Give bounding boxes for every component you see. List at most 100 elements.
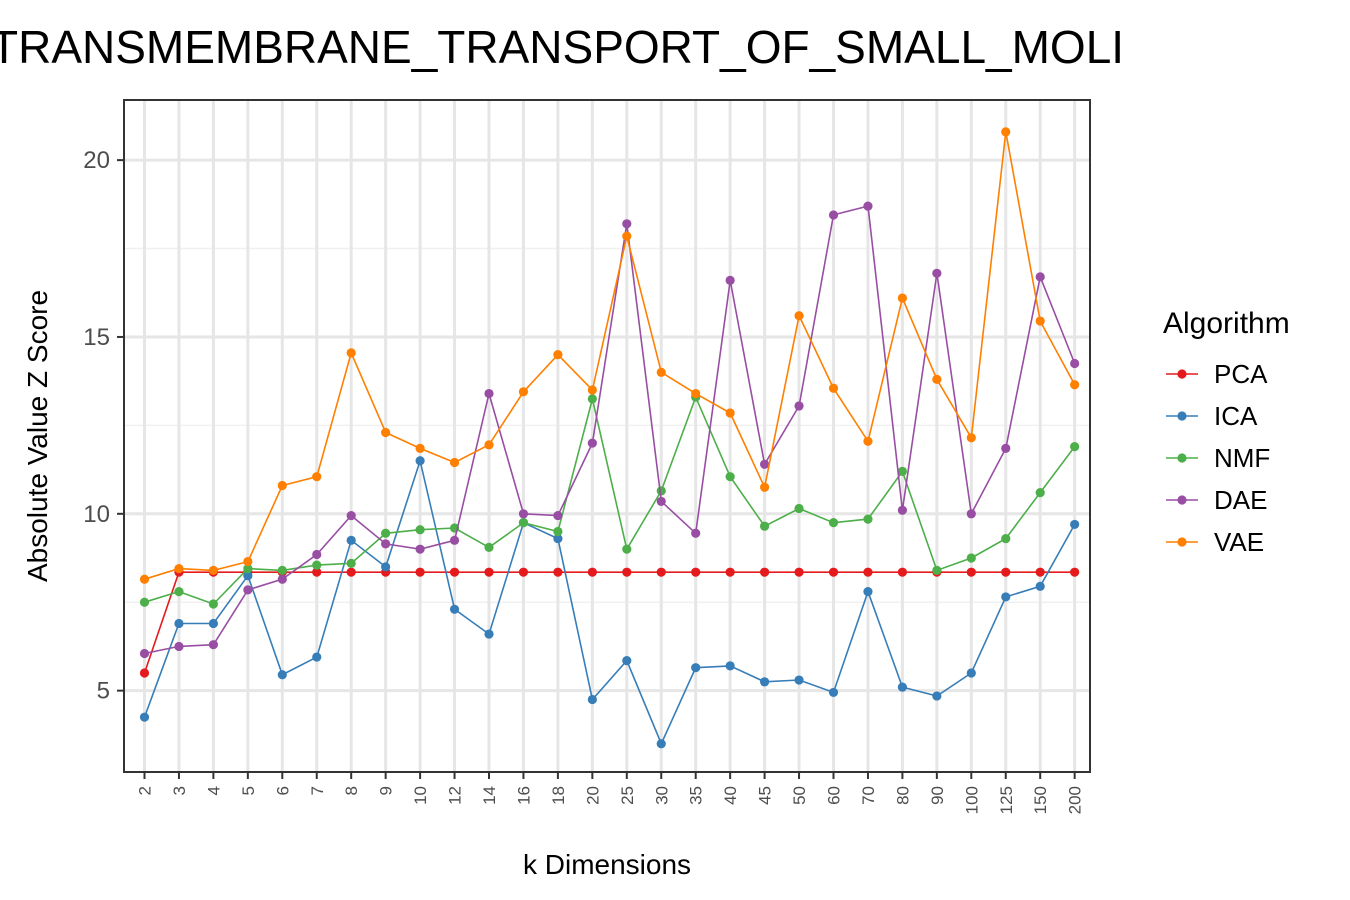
ica-point [208, 618, 218, 629]
dae-point [277, 574, 287, 584]
x-tick-label: 4 [204, 786, 223, 795]
x-tick-label: 150 [1031, 786, 1050, 814]
vae-point [966, 433, 976, 443]
pca-point [760, 567, 770, 577]
grid [124, 100, 1090, 772]
ica-point [277, 670, 287, 680]
dae-point [449, 535, 460, 545]
pca-point [312, 567, 322, 577]
x-tick-label: 2 [136, 786, 155, 795]
ica-point [312, 652, 322, 662]
legend-label-ica: ICA [1214, 401, 1258, 431]
ica-point [553, 533, 563, 544]
dae-point [622, 219, 632, 229]
vae-point [587, 385, 597, 395]
vae-point [656, 367, 666, 377]
dae-point [966, 509, 976, 519]
x-tick-label: 7 [308, 786, 327, 795]
ica-point [415, 456, 425, 466]
legend-label-pca: PCA [1214, 359, 1268, 389]
vae-point [346, 348, 356, 358]
dae-point [828, 210, 839, 220]
x-tick-label: 30 [652, 786, 671, 805]
vae-line [144, 131, 1076, 580]
ica-point [346, 535, 356, 545]
dae-point [139, 648, 150, 659]
vae-point [1070, 380, 1080, 390]
pca-point [1070, 567, 1080, 577]
nmf-point [139, 597, 150, 607]
dae-point [174, 641, 184, 652]
ica-point [1035, 581, 1045, 591]
legend-key-nmf-point [1177, 453, 1187, 463]
nmf-point [587, 394, 597, 404]
ica-point [174, 618, 184, 629]
x-tick-label: 90 [928, 786, 947, 805]
vae-point [277, 480, 287, 491]
nmf-point [312, 560, 322, 570]
pca-point [415, 567, 425, 577]
vae-point [208, 565, 218, 576]
pca-point [966, 567, 976, 577]
pca-point [656, 567, 666, 577]
pca-point [553, 567, 563, 577]
x-tick-label: 12 [446, 786, 465, 805]
vae-point [760, 482, 770, 492]
nmf-point [208, 599, 218, 609]
nmf-point [622, 544, 632, 554]
x-tick-label: 125 [997, 786, 1016, 814]
nmf-point [794, 503, 804, 514]
dae-point [208, 640, 218, 650]
x-tick-label: 8 [342, 786, 361, 795]
ica-point [484, 629, 494, 639]
dae-point [794, 401, 804, 411]
nmf-point [346, 558, 356, 568]
dae-point [553, 510, 563, 521]
legend-label-dae: DAE [1214, 485, 1267, 515]
x-tick-label: 18 [549, 786, 568, 805]
dae-point [656, 496, 666, 507]
dae-point [415, 544, 425, 554]
nmf-point [553, 526, 563, 537]
nmf-point [897, 466, 908, 476]
plot-panel-border [123, 99, 1091, 773]
dae-point [760, 459, 770, 469]
legend-key-pca-point [1177, 369, 1187, 379]
ica-point [656, 739, 666, 749]
vae-point [415, 443, 425, 453]
vae-point [243, 556, 253, 567]
x-tick-label: 10 [411, 786, 430, 805]
vae-point [794, 311, 804, 321]
ica-point [449, 604, 460, 614]
nmf-point [1035, 487, 1045, 498]
y-tick-label: 15 [83, 324, 110, 351]
pca-point [622, 567, 632, 577]
nmf-point [1001, 533, 1011, 544]
x-tick-label: 45 [756, 786, 775, 805]
x-tick-label: 25 [618, 786, 637, 805]
nmf-point [1070, 442, 1080, 452]
nmf-point [415, 525, 425, 535]
nmf-point [277, 565, 287, 576]
pca-point [1001, 567, 1011, 577]
vae-point [553, 350, 563, 360]
ica-point [863, 587, 873, 597]
x-tick-label: 100 [962, 786, 981, 814]
pca-point [1035, 567, 1045, 577]
pca-point [139, 668, 150, 678]
nmf-point [828, 518, 839, 528]
nmf-point [656, 486, 666, 496]
nmf-point [966, 553, 976, 563]
x-tick-label: 14 [480, 786, 499, 805]
dae-point [587, 438, 597, 448]
vae-point [932, 374, 942, 385]
pca-point [794, 567, 804, 577]
nmf-point [932, 565, 942, 576]
nmf-point [863, 514, 873, 524]
x-tick-label: 35 [687, 786, 706, 805]
ica-point [897, 682, 908, 692]
vae-point [518, 387, 529, 397]
x-tick-label: 16 [514, 786, 533, 805]
